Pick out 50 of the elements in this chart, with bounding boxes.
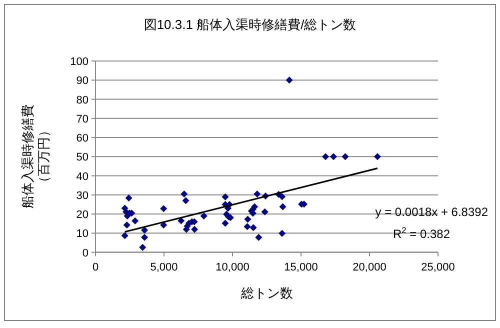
point: [278, 193, 286, 200]
x-tick-label: 5,000: [150, 261, 178, 274]
y-axis-title: 船体入渠時修繕費（百万円）: [20, 104, 51, 209]
y-tick-label: 20: [76, 209, 88, 222]
point: [322, 153, 330, 160]
point: [160, 205, 168, 212]
y-tick-label: 0: [82, 247, 88, 260]
point: [200, 212, 208, 220]
point: [330, 153, 337, 160]
y-tick-label: 50: [76, 152, 88, 164]
x-tick-label: 20,000: [352, 261, 386, 274]
point: [279, 203, 286, 210]
x-tick-label: 15,000: [284, 261, 318, 274]
point: [191, 226, 198, 233]
y-tick-label: 10: [76, 228, 88, 240]
point: [244, 216, 252, 223]
point: [141, 234, 148, 241]
point: [139, 244, 146, 251]
point: [182, 197, 190, 204]
chart-title: 図10.3.1 船体入渠時修繕費/総トン数: [144, 17, 356, 32]
x-tick-label: 25,000: [421, 261, 455, 274]
point: [255, 234, 262, 241]
y-tick-label: 80: [76, 94, 88, 106]
point: [261, 208, 268, 216]
point: [342, 153, 349, 160]
point: [254, 190, 261, 198]
annotation: R$^{2}$ = 0.382: [392, 225, 450, 241]
point: [222, 193, 229, 200]
point: [132, 217, 139, 224]
point: [250, 224, 257, 232]
point: [123, 221, 130, 228]
y-tick-label: 30: [76, 190, 88, 202]
point: [180, 190, 188, 198]
x-axis-title: 総トン数: [240, 285, 293, 300]
x-tick-label: 10,000: [216, 261, 250, 274]
y-tick-label: 90: [76, 75, 88, 88]
point: [125, 194, 132, 202]
point: [141, 226, 148, 234]
y-tick-label: 60: [76, 132, 88, 145]
point: [244, 223, 251, 230]
point: [374, 153, 381, 160]
annotation: y = 0.0018x + 6.8392: [375, 205, 488, 219]
y-tick-label: 40: [76, 170, 88, 183]
point: [286, 76, 293, 84]
point: [121, 232, 128, 240]
y-tick-label: 70: [76, 113, 88, 126]
y-tick-label: 100: [70, 56, 88, 68]
x-tick-label: 0: [92, 261, 99, 274]
point: [278, 230, 286, 237]
point: [222, 220, 229, 227]
